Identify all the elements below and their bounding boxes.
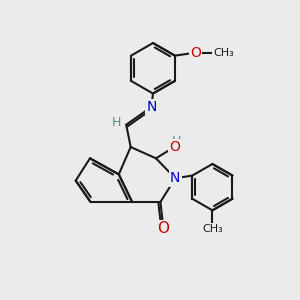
- Text: O: O: [190, 46, 201, 60]
- Text: O: O: [157, 221, 169, 236]
- Text: O: O: [169, 140, 180, 154]
- Text: H: H: [172, 135, 182, 148]
- Text: N: N: [170, 171, 181, 185]
- Text: N: N: [146, 100, 157, 114]
- Text: H: H: [112, 116, 122, 129]
- Text: CH₃: CH₃: [202, 224, 223, 234]
- Text: CH₃: CH₃: [214, 48, 234, 58]
